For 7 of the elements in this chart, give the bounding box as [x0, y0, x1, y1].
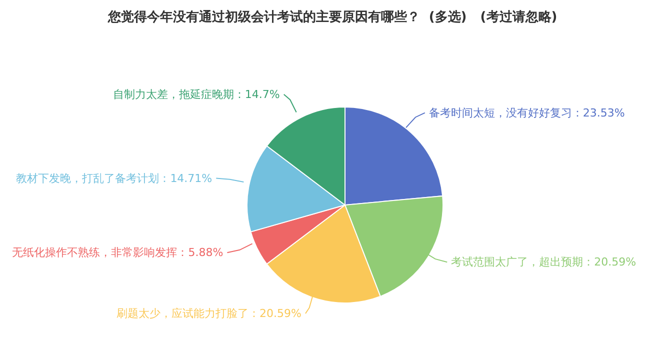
slice-label: 备考时间太短，没有好好复习：23.53% — [428, 106, 625, 120]
slice-label: 刷题太少，应试能力打脸了：20.59% — [116, 306, 302, 320]
slice-label: 教材下发晚，打乱了备考计划：14.71% — [16, 172, 212, 185]
slice-label: 无纸化操作不熟练，非常影响发挥：5.88% — [12, 246, 224, 260]
slice-label: 自制力太差，拖延症晚期：14.7% — [112, 88, 280, 101]
slice-label: 考试范围太广了，超出预期：20.59% — [451, 256, 636, 269]
chart-title: 您觉得今年没有通过初级会计考试的主要原因有哪些？ (多选) (考过请忽略) — [106, 8, 558, 26]
